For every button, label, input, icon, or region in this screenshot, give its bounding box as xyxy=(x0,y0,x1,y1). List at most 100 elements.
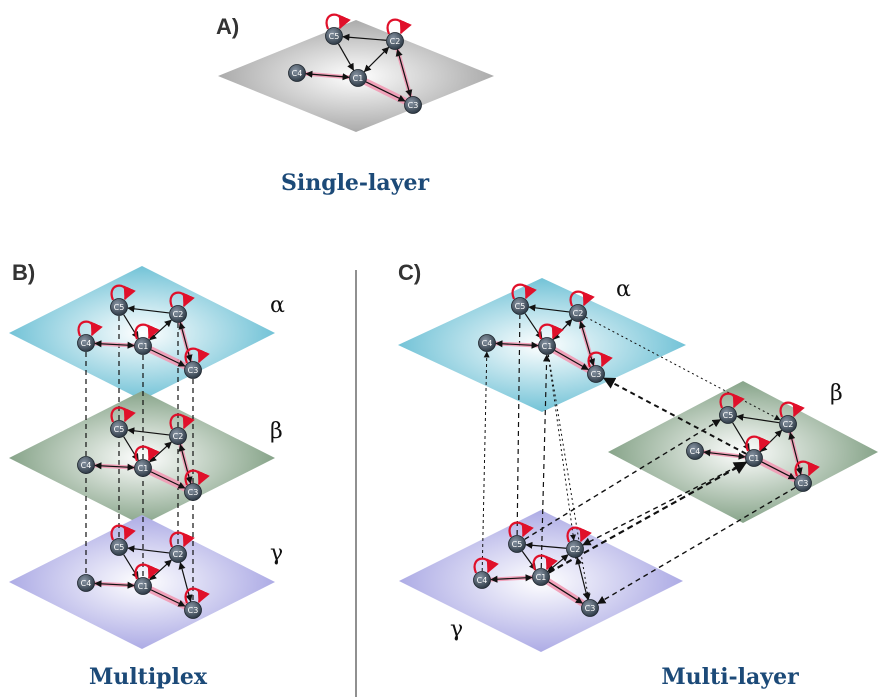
multilayer-link-gamma-c4-alpha-c4 xyxy=(481,351,490,572)
multiplex-beta-node-c4 xyxy=(77,456,95,474)
multiplex-beta-self-loop xyxy=(110,406,136,423)
multilayer-link-gamma-c5-alpha-c5 xyxy=(516,314,521,536)
multilayer-gamma-node-c1 xyxy=(532,568,550,586)
network-drawing: C1 C2 C3 C4 C5 C1 C2 C3 C4 C5 C1 C2 C3 C4 C5 C1 C2 C3 C4 C5… xyxy=(9,13,878,652)
multiplex-alpha-self-loop xyxy=(134,323,160,340)
multilayer-alpha-edge-c1-c3 xyxy=(554,349,589,371)
multiplex-alpha-self-loop xyxy=(110,284,136,301)
multiplex-gamma-node-c3-label: C3 xyxy=(188,606,199,615)
panel-a-caption: Single-layer xyxy=(281,170,430,196)
single-layer-edge-c2-c5 xyxy=(342,33,387,41)
multilayer-alpha-node-c5-label: C5 xyxy=(515,302,526,311)
multiplex-alpha-self-loop xyxy=(184,347,210,364)
multiplex-layer-beta-plane xyxy=(9,391,275,525)
multilayer-gamma-node-c5 xyxy=(508,535,526,553)
multilayer-gamma-edge-c2-c5 xyxy=(525,541,567,549)
multilayer-alpha-self-loop xyxy=(538,323,564,340)
multiplex-gamma-node-c4 xyxy=(77,574,95,592)
panel-b-caption: Multiplex xyxy=(89,664,208,690)
multilayer-link-alpha-c1-gamma-c2 xyxy=(547,354,577,541)
panel-c-gamma-label: γ xyxy=(450,617,463,642)
multiplex-gamma-edge-c2-c3 xyxy=(178,561,193,603)
single-layer-node-c3-label: C3 xyxy=(408,101,419,110)
multilayer-alpha-self-loop xyxy=(587,351,613,368)
multiplex-beta-node-c1-label: C1 xyxy=(138,464,149,473)
multilayer-beta-node-c1 xyxy=(745,449,763,467)
multilayer-beta-node-c5 xyxy=(719,406,737,424)
multiplex-beta-edge-c2-c5 xyxy=(127,427,170,436)
multilayer-beta-self-loop xyxy=(719,392,745,409)
multilayer-alpha-node-c4 xyxy=(478,334,496,352)
multilayer-gamma-edge-c1-c4 xyxy=(490,574,533,583)
multilayer-alpha-node-c4-label: C4 xyxy=(482,339,493,348)
single-layer-node-c5 xyxy=(325,27,343,45)
panel-b-alpha-label: α xyxy=(270,293,285,318)
multilayer-beta-node-c4 xyxy=(686,442,704,460)
multiplex-gamma-self-loop xyxy=(184,587,210,604)
single-layer-edge-c1-c2 xyxy=(363,46,390,73)
multiplex-layer-alpha-plane xyxy=(9,266,275,400)
multilayer-link-gamma-c1-beta-c1 xyxy=(548,461,748,574)
multilayer-link-beta-c3-gamma-c3 xyxy=(597,486,796,605)
multilayer-gamma-node-c1-label: C1 xyxy=(536,573,547,582)
multilayer-beta-node-c4-label: C4 xyxy=(690,447,701,456)
panel-b-beta-label: β xyxy=(270,419,283,444)
multilayer-gamma-edge-c2-c3 xyxy=(575,557,590,600)
single-layer-node-c4-label: C4 xyxy=(292,69,303,78)
multilayer-beta-node-c1-label: C1 xyxy=(749,454,760,463)
multiplex-gamma-node-c3 xyxy=(184,601,202,619)
multiplex-beta-node-c5 xyxy=(110,420,128,438)
panel-c-caption: Multi-layer xyxy=(661,664,799,690)
multiplex-beta-self-loop xyxy=(184,469,210,486)
multiplex-gamma-node-c2-label: C2 xyxy=(173,550,184,559)
multiplex-alpha-self-loop xyxy=(169,291,195,308)
multiplex-alpha-node-c1 xyxy=(134,337,152,355)
multilayer-link-beta-c1-gamma-c2 xyxy=(582,461,747,546)
multiplex-alpha-edge-c2-c5 xyxy=(127,305,170,314)
multilayer-beta-node-c2 xyxy=(779,415,797,433)
multilayer-link-alpha-c2-beta-c2 xyxy=(585,316,781,421)
multiplex-beta-node-c3-label: C3 xyxy=(188,488,199,497)
multilayer-alpha-self-loop xyxy=(569,290,595,307)
multilayer-gamma-node-c4-label: C4 xyxy=(477,576,488,585)
multilayer-beta-edge-c1-c3 xyxy=(761,461,796,480)
multiplex-alpha-node-c3-label: C3 xyxy=(188,366,199,375)
multilayer-beta-edge-c2-c3 xyxy=(788,432,803,475)
multilayer-alpha-node-c2-label: C2 xyxy=(573,309,584,318)
multiplex-beta-node-c3 xyxy=(184,483,202,501)
multiplex-beta-self-loop xyxy=(134,445,160,462)
single-layer-node-c2-label: C2 xyxy=(390,37,401,46)
single-layer-edge-c1-c3 xyxy=(365,81,406,102)
panel-c-beta-label: β xyxy=(830,381,843,406)
multiplex-gamma-edge-c1-c3 xyxy=(150,589,186,607)
multiplex-gamma-node-c5 xyxy=(110,538,128,556)
multiplex-gamma-self-loop xyxy=(134,563,160,580)
multiplex-gamma-node-c5-label: C5 xyxy=(114,543,125,552)
multilayer-alpha-node-c3 xyxy=(587,365,605,383)
multiplex-alpha-edge-c1-c3 xyxy=(150,349,186,367)
multilayer-gamma-self-loop xyxy=(473,557,499,574)
multilayer-alpha-edge-c2-c3 xyxy=(578,320,596,367)
multilayer-gamma-self-loop xyxy=(566,526,592,543)
multiplex-gamma-edge-c1-c4 xyxy=(94,580,135,589)
multiplex-alpha-node-c5 xyxy=(110,298,128,316)
single-layer-node-c3 xyxy=(404,96,422,114)
single-layer-self-loop xyxy=(325,13,351,30)
multiplex-beta-node-c1 xyxy=(134,459,152,477)
panel-b-gamma-label: γ xyxy=(270,541,283,566)
multiplex-alpha-node-c1-label: C1 xyxy=(138,342,149,351)
multilayer-alpha-node-c2 xyxy=(569,304,587,322)
multiplex-gamma-self-loop xyxy=(110,524,136,541)
single-layer-node-c1-label: C1 xyxy=(353,74,364,83)
multiplex-gamma-node-c1 xyxy=(134,577,152,595)
multilayer-gamma-node-c2 xyxy=(566,540,584,558)
multiplex-gamma-node-c1-label: C1 xyxy=(138,582,149,591)
panel-b-letter: B) xyxy=(12,260,35,285)
multilayer-gamma-self-loop xyxy=(532,554,558,571)
multilayer-gamma-node-c4 xyxy=(473,571,491,589)
multilayer-beta-edge-c1-c4 xyxy=(703,449,746,460)
single-layer-edge-c2-c3 xyxy=(395,48,413,98)
multiplex-beta-node-c2 xyxy=(169,427,187,445)
multiplex-gamma-self-loop xyxy=(169,531,195,548)
multilayer-alpha-node-c3-label: C3 xyxy=(591,370,602,379)
